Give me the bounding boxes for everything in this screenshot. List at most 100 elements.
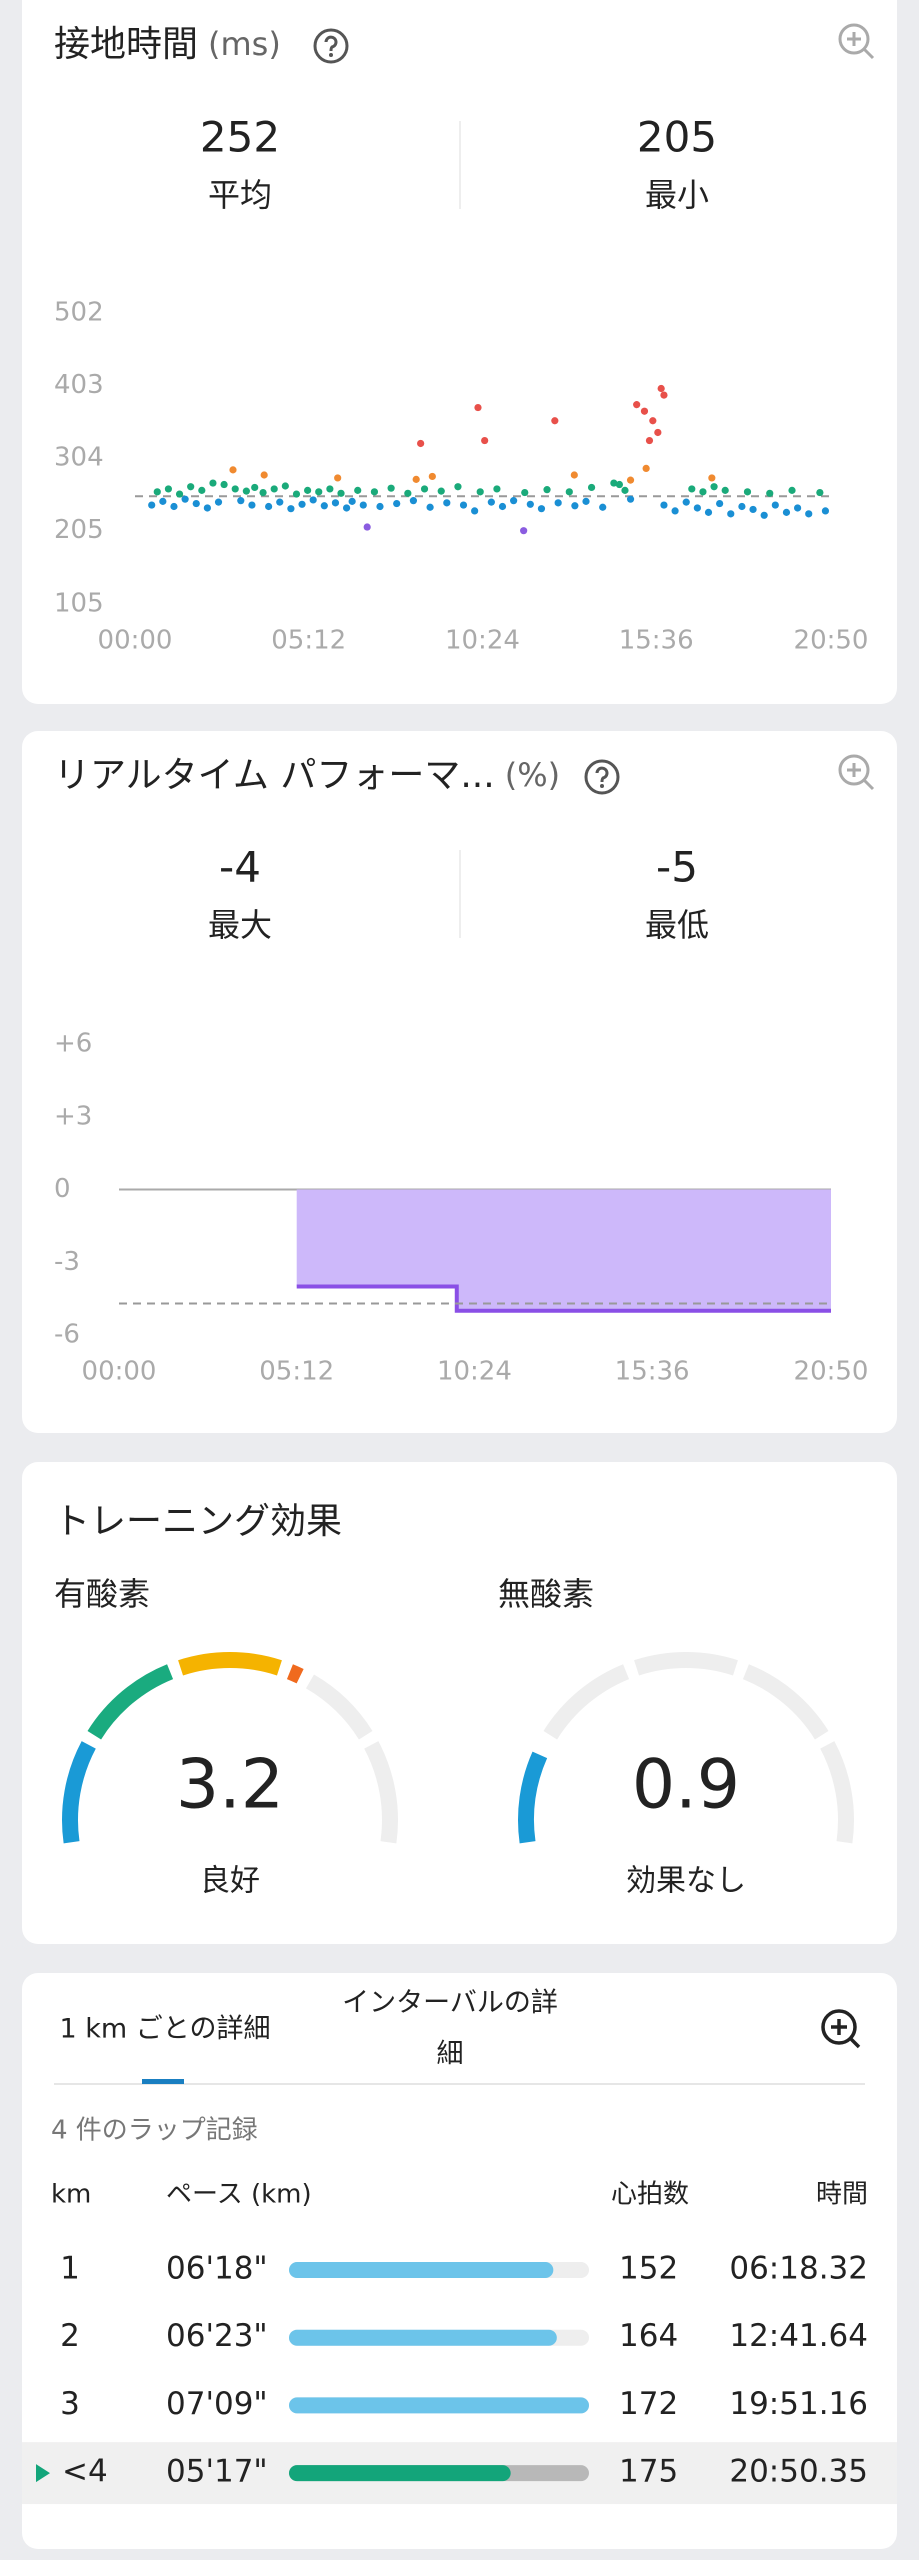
x-tick-label: 00:00 bbox=[98, 626, 173, 656]
lap-pace: 06'23" bbox=[166, 2318, 268, 2354]
help-icon[interactable] bbox=[313, 28, 349, 64]
lap-heart-rate: 175 bbox=[619, 2454, 678, 2490]
point bbox=[315, 488, 323, 496]
point bbox=[292, 490, 301, 498]
point bbox=[551, 417, 559, 425]
point bbox=[766, 489, 774, 497]
point bbox=[582, 497, 590, 505]
zoom-icon[interactable] bbox=[838, 23, 875, 60]
y-tick-label: 0 bbox=[54, 1174, 71, 1204]
point bbox=[743, 488, 752, 496]
point bbox=[493, 485, 501, 493]
point bbox=[393, 499, 401, 508]
point bbox=[657, 384, 665, 393]
gauge-track bbox=[634, 1652, 738, 1676]
point bbox=[749, 505, 757, 514]
point bbox=[793, 504, 802, 512]
point bbox=[420, 485, 429, 493]
card-title: トレーニング効果 bbox=[54, 1501, 342, 1542]
lap-pace: 06'18" bbox=[166, 2251, 268, 2287]
point bbox=[721, 486, 729, 494]
point bbox=[805, 510, 813, 518]
pace-bar bbox=[289, 2329, 557, 2346]
point bbox=[337, 489, 345, 497]
card bbox=[22, 0, 897, 704]
point bbox=[248, 501, 256, 509]
point bbox=[334, 474, 342, 482]
point bbox=[471, 507, 479, 515]
lap-heart-rate: 172 bbox=[619, 2386, 678, 2422]
point bbox=[693, 504, 701, 512]
gauge-track bbox=[543, 1664, 630, 1740]
point bbox=[454, 483, 462, 491]
stat-value: 205 bbox=[637, 113, 717, 162]
point bbox=[487, 498, 495, 506]
stat-value: -5 bbox=[656, 843, 698, 892]
point bbox=[671, 507, 679, 515]
stat-label: 最大 bbox=[208, 906, 272, 944]
point bbox=[727, 510, 735, 518]
point bbox=[682, 498, 690, 506]
point bbox=[281, 482, 289, 490]
gauge-fill bbox=[62, 1741, 96, 1844]
point bbox=[654, 428, 662, 437]
column-header: 心拍数 bbox=[611, 2180, 689, 2210]
lap-heart-rate: 164 bbox=[619, 2318, 678, 2354]
point bbox=[476, 488, 484, 496]
gauge-status: 効果なし bbox=[626, 1864, 746, 1899]
point bbox=[565, 488, 573, 496]
point bbox=[738, 502, 746, 511]
y-tick-label: 304 bbox=[54, 443, 104, 473]
x-tick-label: 00:00 bbox=[82, 1357, 157, 1387]
point bbox=[428, 472, 436, 481]
title: 接地時間 bbox=[54, 24, 198, 65]
point bbox=[159, 497, 167, 505]
y-tick-label: 105 bbox=[54, 589, 104, 619]
column-header: 時間 bbox=[816, 2180, 868, 2210]
y-tick-label: 205 bbox=[54, 515, 104, 545]
zoom-icon[interactable] bbox=[821, 2009, 861, 2049]
point bbox=[649, 417, 657, 425]
point bbox=[543, 486, 551, 494]
column-header: km bbox=[51, 2180, 91, 2210]
x-tick-label: 10:24 bbox=[445, 626, 520, 656]
lap-time: 19:51.16 bbox=[729, 2386, 868, 2422]
point bbox=[710, 483, 718, 491]
help-icon[interactable] bbox=[584, 759, 620, 795]
lap-km: 2 bbox=[60, 2318, 80, 2354]
gauge-track bbox=[364, 1741, 398, 1844]
point bbox=[265, 502, 273, 511]
point bbox=[481, 436, 489, 445]
point bbox=[645, 436, 654, 445]
stat-label: 最小 bbox=[645, 176, 709, 214]
point bbox=[716, 499, 724, 508]
point bbox=[170, 502, 178, 511]
title: リアルタイム パフォーマ... bbox=[54, 755, 495, 796]
zoom-icon[interactable] bbox=[838, 754, 875, 791]
tab-label[interactable]: 1 km ごとの詳細 bbox=[59, 2014, 270, 2045]
point bbox=[633, 401, 641, 409]
tab-indicator bbox=[142, 2079, 184, 2084]
point bbox=[498, 502, 507, 511]
point bbox=[788, 486, 796, 494]
lap-time: 20:50.35 bbox=[729, 2454, 868, 2490]
point bbox=[660, 501, 668, 509]
point bbox=[214, 498, 223, 506]
unit: (%) bbox=[505, 756, 560, 794]
tab-label[interactable]: 細 bbox=[437, 2039, 464, 2070]
point bbox=[287, 505, 295, 513]
point bbox=[229, 466, 237, 474]
point bbox=[309, 496, 317, 504]
point bbox=[510, 497, 518, 505]
area bbox=[296, 1189, 831, 1311]
x-tick-label: 15:36 bbox=[619, 626, 694, 656]
y-tick-label: +3 bbox=[54, 1101, 92, 1131]
point bbox=[443, 499, 451, 507]
point bbox=[704, 508, 713, 516]
card-title: 接地時間 (ms) bbox=[54, 24, 281, 65]
point bbox=[370, 488, 379, 496]
gauge-track bbox=[742, 1664, 829, 1740]
tab-label[interactable]: インターバルの詳 bbox=[342, 1988, 558, 2019]
point bbox=[626, 476, 635, 484]
card bbox=[22, 731, 897, 1433]
